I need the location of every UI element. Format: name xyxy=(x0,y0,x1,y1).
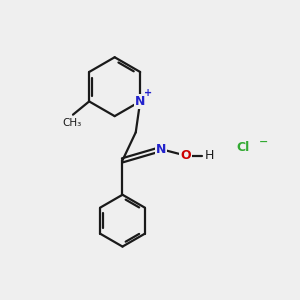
Text: O: O xyxy=(181,149,191,162)
Text: CH₃: CH₃ xyxy=(62,118,81,128)
Text: N: N xyxy=(135,95,146,108)
Text: Cl: Cl xyxy=(237,141,250,154)
Text: H: H xyxy=(205,149,214,162)
Text: N: N xyxy=(156,142,166,156)
Text: +: + xyxy=(144,88,152,98)
Text: −: − xyxy=(259,137,268,147)
